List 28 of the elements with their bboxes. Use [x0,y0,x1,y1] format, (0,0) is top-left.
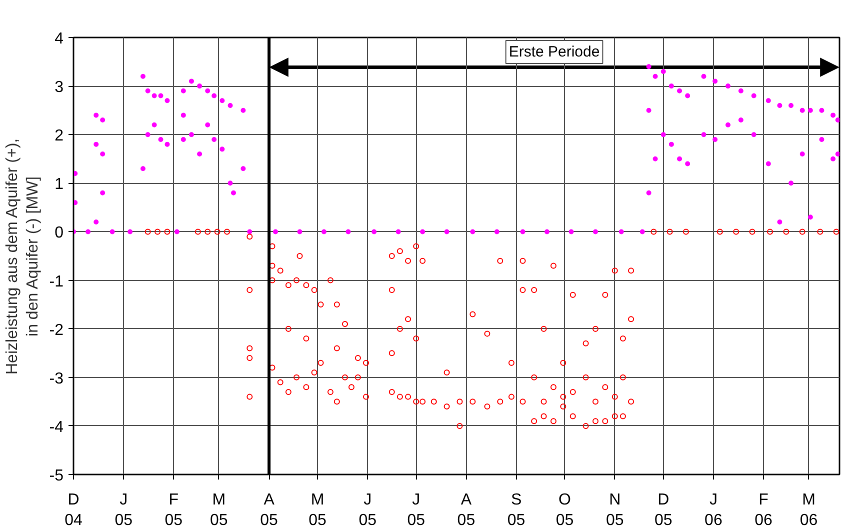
x-tick-label: J 05 [358,492,377,529]
y-tick-label: -5 [49,468,64,484]
y-tick-label: -4 [49,418,64,436]
annotation: Erste Periode [508,44,600,60]
x-tick-label: F 05 [164,492,183,529]
y-tick-label: 0 [54,224,64,242]
y-tick-label: 1 [54,176,64,194]
y-tick-label: -1 [49,273,64,290]
x-tick-label: J 05 [114,492,133,529]
y-tick-label: 4 [54,30,64,48]
x-tick-label: F 06 [754,492,773,529]
y-tick-label: -3 [49,370,64,388]
x-tick-label: D 05 [654,492,672,529]
y-tick-label: -2 [49,322,64,339]
x-tick-label: M 05 [210,492,228,529]
x-tick-label: A 05 [260,492,278,529]
x-tick-label: O 05 [556,492,574,529]
x-tick-label: M 06 [800,492,818,529]
x-tick-label: A 05 [457,492,476,529]
x-tick-label: M 05 [308,492,327,529]
x-tick-label: N 05 [606,492,624,529]
y-tick-label: 3 [54,79,64,96]
x-tick-label: J 05 [407,492,426,529]
x-tick-label: D 04 [64,492,82,529]
x-tick-label: J 06 [704,492,722,529]
y-axis-title: Heizleistung aus dem Aquifer (+), in den Aquifer (-) [MW] [4,138,42,374]
y-tick-label: 2 [54,128,64,145]
x-tick-label: S 05 [507,492,526,529]
